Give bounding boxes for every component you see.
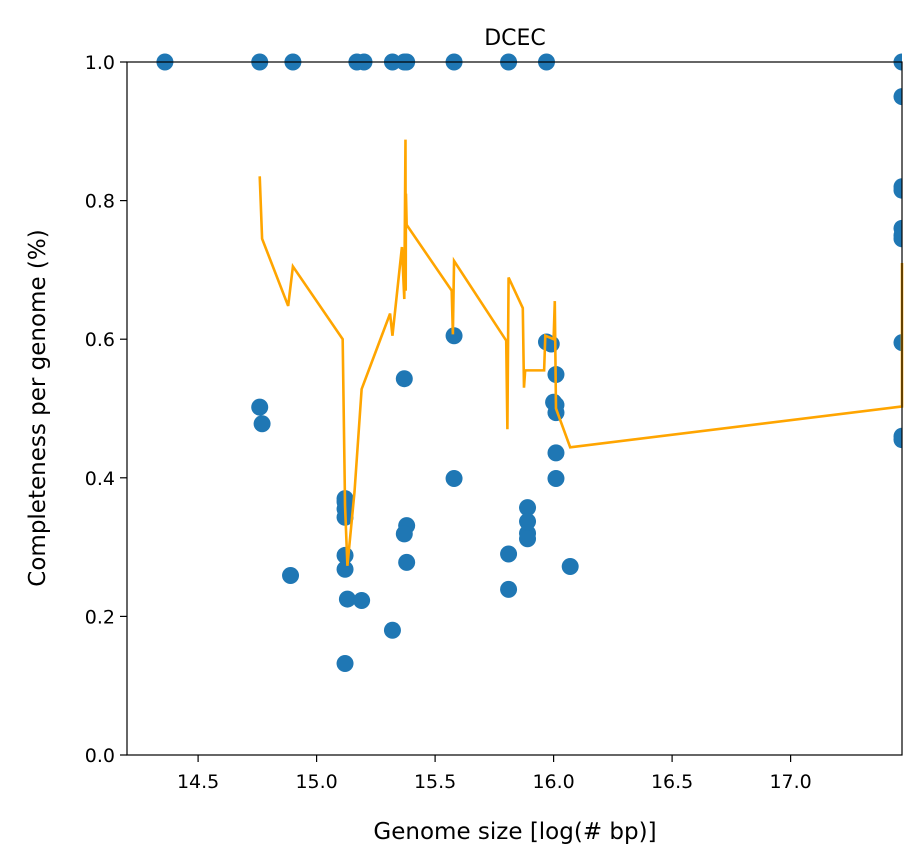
scatter-point (395, 525, 413, 543)
scatter-point (282, 567, 300, 585)
y-axis-label: Completeness per genome (%) (25, 229, 51, 586)
x-tick-label: 16.0 (532, 771, 574, 793)
chart-title: DCEC (484, 26, 546, 51)
y-tick-label: 0.6 (85, 329, 115, 351)
y-tick-label: 0.4 (85, 468, 115, 490)
x-tick-label: 14.5 (177, 771, 219, 793)
scatter-point (893, 334, 902, 352)
plot-frame (126, 61, 903, 756)
scatter-point (353, 591, 371, 609)
y-tick-label: 1.0 (85, 52, 115, 74)
trend-line (258, 139, 904, 566)
scatter-point (251, 398, 269, 416)
scatter-point (547, 444, 565, 462)
scatter-point (383, 621, 401, 639)
scatter-point (547, 469, 565, 487)
scatter-point (519, 499, 537, 517)
x-tick-label: 16.5 (651, 771, 693, 793)
scatter-point (445, 327, 463, 345)
axis-ticks: 14.5 15.0 15.5 16.0 16.5 17.0 0.0 0.2 0.4 0.6 0.8 1… (85, 52, 812, 793)
scatter-point (445, 469, 463, 487)
y-tick-label: 0.8 (85, 191, 115, 213)
x-tick-label: 17.0 (769, 771, 811, 793)
scatter-point (336, 655, 354, 673)
scatter-point (336, 560, 354, 578)
scatter-point (500, 580, 518, 598)
scatter-point (395, 370, 413, 388)
scatter-point (893, 230, 902, 248)
scatter-point (519, 512, 537, 530)
scatter-point (561, 558, 579, 576)
scatter-point (500, 545, 518, 563)
scatter-point (398, 553, 416, 571)
scatter-point (338, 590, 356, 608)
y-tick-label: 0.0 (85, 745, 115, 767)
x-tick-label: 15.5 (414, 771, 456, 793)
scatter-point (893, 181, 902, 199)
scatter-point (519, 530, 537, 548)
y-tick-label: 0.2 (85, 606, 115, 628)
scatter-point (893, 431, 902, 449)
scatter-point (253, 415, 271, 433)
scatter-point (893, 88, 902, 106)
x-tick-label: 15.0 (295, 771, 337, 793)
x-axis-label: Genome size [log(# bp)] (373, 819, 656, 845)
trend-line-layer (258, 139, 904, 566)
scatter-points (156, 53, 902, 673)
